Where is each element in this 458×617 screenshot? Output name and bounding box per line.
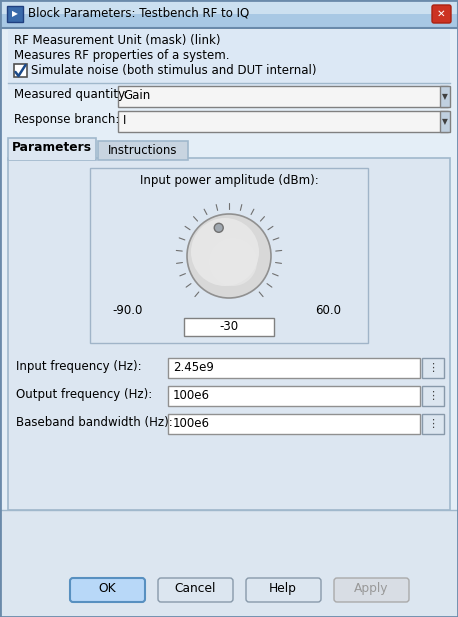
Bar (0, 0, 458, 28)
FancyBboxPatch shape (246, 578, 321, 602)
FancyBboxPatch shape (70, 578, 145, 602)
Text: RF Measurement Unit (mask) (link): RF Measurement Unit (mask) (link) (14, 34, 220, 47)
FancyBboxPatch shape (432, 5, 451, 23)
Bar (90, 168, 368, 343)
Text: Block Parameters: Testbench RF to IQ: Block Parameters: Testbench RF to IQ (28, 6, 249, 19)
Text: Input power amplitude (dBm):: Input power amplitude (dBm): (140, 174, 318, 187)
Bar (422, 414, 444, 434)
Bar (168, 414, 420, 434)
Text: ▶: ▶ (12, 9, 18, 19)
Text: Gain: Gain (123, 89, 150, 102)
Bar (118, 86, 448, 107)
Circle shape (191, 218, 259, 286)
Bar (7, 6, 23, 22)
Text: ✕: ✕ (437, 9, 446, 19)
Bar (168, 386, 420, 406)
Bar (1, 14, 457, 28)
Bar (0, 510, 458, 617)
Text: Input frequency (Hz):: Input frequency (Hz): (16, 360, 142, 373)
Text: OK: OK (98, 582, 116, 595)
Bar (168, 358, 420, 378)
Text: Measured quantity:: Measured quantity: (14, 88, 128, 101)
Bar (14, 64, 27, 77)
Text: 100e6: 100e6 (173, 417, 210, 430)
Text: Apply: Apply (354, 582, 388, 595)
Text: Parameters: Parameters (12, 141, 92, 154)
Text: 2.45e9: 2.45e9 (173, 361, 214, 374)
Bar (8, 158, 450, 510)
Bar (440, 111, 450, 132)
Text: 100e6: 100e6 (173, 389, 210, 402)
Text: I: I (123, 114, 126, 127)
Bar (8, 138, 96, 160)
Text: ⋮: ⋮ (427, 419, 439, 429)
Bar (98, 141, 188, 160)
Text: 60.0: 60.0 (315, 304, 341, 317)
Bar (422, 358, 444, 378)
Bar (8, 30, 450, 90)
Text: ⋮: ⋮ (427, 391, 439, 401)
Text: Instructions: Instructions (108, 144, 178, 157)
Text: Cancel: Cancel (174, 582, 216, 595)
Circle shape (209, 238, 257, 286)
Bar (422, 386, 444, 406)
Text: ▼: ▼ (442, 93, 448, 102)
Circle shape (214, 223, 223, 233)
Text: Response branch:: Response branch: (14, 113, 120, 126)
Bar (9, 158, 95, 160)
Text: Measures RF properties of a system.: Measures RF properties of a system. (14, 49, 229, 62)
Text: Baseband bandwidth (Hz):: Baseband bandwidth (Hz): (16, 416, 173, 429)
Text: ⋮: ⋮ (427, 363, 439, 373)
Text: -90.0: -90.0 (113, 304, 143, 317)
Circle shape (187, 214, 271, 298)
Text: Simulate noise (both stimulus and DUT internal): Simulate noise (both stimulus and DUT in… (31, 64, 316, 77)
Text: Help: Help (269, 582, 297, 595)
FancyBboxPatch shape (334, 578, 409, 602)
Bar (118, 111, 448, 132)
FancyBboxPatch shape (158, 578, 233, 602)
Text: ▼: ▼ (442, 117, 448, 126)
Bar (440, 86, 450, 107)
Bar (1, 1, 457, 15)
Text: Output frequency (Hz):: Output frequency (Hz): (16, 388, 152, 401)
Text: -30: -30 (219, 320, 239, 333)
Bar (184, 318, 274, 336)
